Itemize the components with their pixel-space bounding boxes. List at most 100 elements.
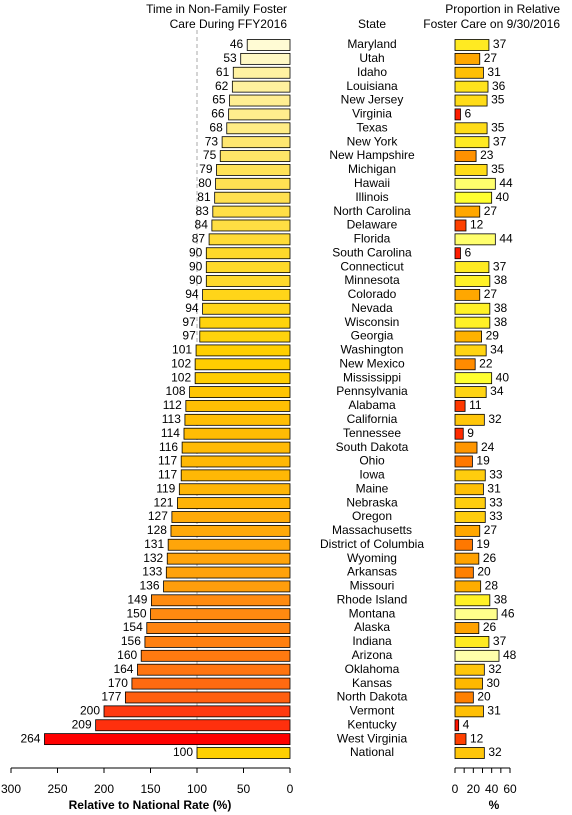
value-label: 200 bbox=[80, 704, 100, 718]
value-label: 62 bbox=[215, 79, 229, 93]
bar bbox=[180, 469, 291, 482]
value-label: 97 bbox=[182, 315, 196, 329]
value-label: 19 bbox=[476, 537, 490, 551]
category-label: Arizona bbox=[352, 648, 393, 662]
category-label: Nevada bbox=[351, 301, 393, 315]
category-label: Wisconsin bbox=[345, 315, 400, 329]
bar bbox=[205, 261, 291, 274]
value-label: 19 bbox=[476, 454, 490, 468]
bar bbox=[454, 705, 484, 718]
category-label: Rhode Island bbox=[337, 592, 408, 606]
value-label: 35 bbox=[491, 93, 505, 107]
bar bbox=[454, 497, 486, 510]
bar bbox=[454, 177, 496, 190]
bar bbox=[199, 316, 291, 329]
category-label: Maryland bbox=[347, 37, 396, 51]
value-label: 34 bbox=[490, 384, 504, 398]
category-label: Oklahoma bbox=[345, 662, 400, 676]
value-label: 131 bbox=[144, 537, 164, 551]
value-label: 101 bbox=[172, 343, 192, 357]
category-label: Louisiana bbox=[346, 79, 398, 93]
value-label: 9 bbox=[467, 426, 474, 440]
value-label: 100 bbox=[173, 745, 193, 759]
bar bbox=[454, 566, 474, 579]
bar bbox=[181, 441, 291, 454]
category-label: Texas bbox=[356, 120, 387, 134]
value-label: 32 bbox=[488, 412, 502, 426]
value-label: 154 bbox=[123, 620, 143, 634]
value-label: 121 bbox=[153, 495, 173, 509]
category-label: Maine bbox=[356, 481, 389, 495]
value-label: 117 bbox=[158, 468, 177, 482]
bar bbox=[454, 66, 484, 79]
bar bbox=[205, 247, 291, 260]
bar bbox=[189, 386, 291, 398]
category-label: Connecticut bbox=[340, 259, 404, 273]
bar bbox=[151, 594, 291, 607]
value-label: 20 bbox=[477, 690, 491, 704]
value-label: 114 bbox=[161, 426, 180, 440]
bar bbox=[194, 358, 291, 371]
category-label: National bbox=[350, 745, 394, 759]
value-label: 38 bbox=[494, 273, 508, 287]
x-tick-label: 300 bbox=[1, 782, 21, 796]
bar bbox=[454, 150, 477, 162]
value-label: 102 bbox=[171, 356, 191, 370]
value-label: 31 bbox=[487, 65, 501, 79]
bar bbox=[208, 233, 291, 246]
category-label: Kentucky bbox=[347, 717, 396, 731]
category-label: Montana bbox=[349, 606, 396, 620]
value-label: 38 bbox=[494, 592, 508, 606]
bar bbox=[454, 663, 485, 676]
value-label: 22 bbox=[479, 356, 493, 370]
value-label: 94 bbox=[185, 287, 199, 301]
category-label: Pennsylvania bbox=[336, 384, 408, 398]
value-label: 83 bbox=[195, 204, 209, 218]
category-label: Hawaii bbox=[354, 176, 390, 190]
bar bbox=[454, 233, 496, 246]
categories-title: State bbox=[358, 17, 386, 31]
value-label: 133 bbox=[142, 565, 162, 579]
value-label: 33 bbox=[489, 495, 503, 509]
bar bbox=[144, 636, 291, 648]
bar bbox=[454, 747, 485, 759]
value-label: 35 bbox=[491, 162, 505, 176]
bar bbox=[183, 427, 291, 440]
bar bbox=[229, 94, 291, 107]
value-label: 27 bbox=[484, 51, 498, 65]
value-label: 97 bbox=[182, 329, 196, 343]
value-label: 27 bbox=[484, 523, 498, 537]
category-label: Illinois bbox=[355, 190, 388, 204]
bar bbox=[246, 39, 291, 51]
value-label: 128 bbox=[147, 523, 167, 537]
value-label: 116 bbox=[159, 440, 178, 454]
value-label: 75 bbox=[203, 148, 217, 162]
bar bbox=[454, 608, 498, 621]
value-label: 12 bbox=[470, 218, 484, 232]
value-label: 37 bbox=[493, 259, 507, 273]
bar bbox=[454, 677, 483, 690]
value-label: 149 bbox=[127, 592, 147, 606]
value-label: 27 bbox=[484, 287, 498, 301]
category-label: Colorado bbox=[348, 287, 397, 301]
bar bbox=[226, 122, 291, 135]
value-label: 26 bbox=[483, 620, 497, 634]
value-label: 29 bbox=[486, 329, 500, 343]
bar bbox=[454, 580, 482, 593]
x-tick-label: 20 bbox=[467, 782, 481, 796]
value-label: 37 bbox=[493, 134, 507, 148]
bar bbox=[454, 80, 489, 93]
x-tick-label: 40 bbox=[485, 782, 499, 796]
bar bbox=[454, 636, 490, 648]
bar bbox=[454, 94, 488, 107]
category-label: Washington bbox=[341, 343, 404, 357]
category-label: Georgia bbox=[351, 329, 394, 343]
value-label: 33 bbox=[489, 509, 503, 523]
value-label: 170 bbox=[108, 676, 128, 690]
value-label: 80 bbox=[198, 176, 212, 190]
category-label: District of Columbia bbox=[320, 537, 424, 551]
category-label: Florida bbox=[354, 232, 391, 246]
bar bbox=[454, 594, 491, 607]
value-label: 84 bbox=[195, 218, 209, 232]
value-label: 33 bbox=[489, 468, 503, 482]
